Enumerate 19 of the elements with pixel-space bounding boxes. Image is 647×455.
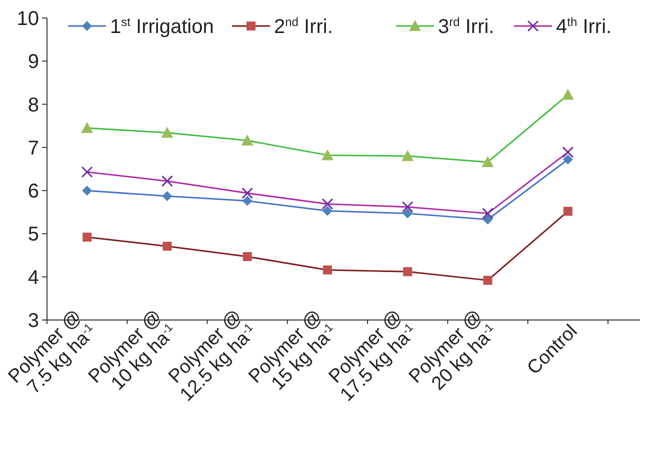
y-tick-label: 4 [28,266,39,289]
y-tick-label: 9 [28,51,39,74]
point [402,208,413,218]
point [482,214,493,224]
legend-label: 3$^{rd}$ Irri. [438,15,494,38]
legend-label: 2$^{nd}$ Irri. [274,15,333,38]
y-tick-label: 3 [28,310,39,332]
y-tick-label: 6 [28,180,39,203]
y-tick-label: 7 [28,137,39,160]
point [322,206,332,216]
point [242,196,252,206]
y-tick-label: 8 [28,94,39,116]
legend-label: 1$^{st}$ Irrigation [110,15,214,38]
legend-label: 4$^{th}$ Irri. [556,15,612,38]
y-tick-label: 5 [28,224,39,246]
point [162,191,172,202]
y-tick-label: 10 [16,8,39,30]
point [82,186,92,196]
point [562,154,573,165]
